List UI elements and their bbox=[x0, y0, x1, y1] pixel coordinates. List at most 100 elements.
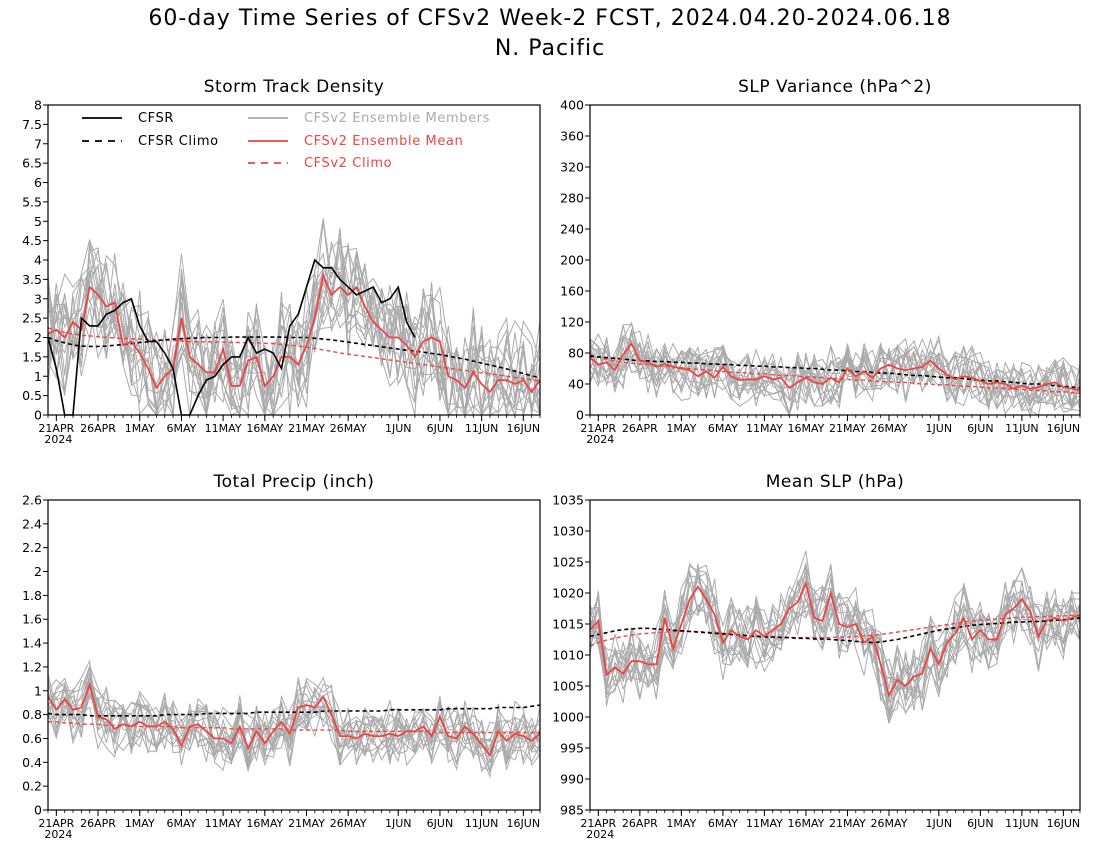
x-tick-label: 26APR bbox=[80, 422, 116, 435]
y-tick-label: 320 bbox=[560, 160, 584, 175]
x-tick-label: 1JUN bbox=[926, 817, 953, 830]
x-tick-label: 21MAY bbox=[288, 817, 325, 830]
legend: CFSR CFSR Climo CFSv2 Ensemble Members CFSv… bbox=[82, 111, 490, 171]
x-tick-label: 16JUN bbox=[507, 817, 541, 830]
x-tick-label: 11JUN bbox=[1005, 817, 1039, 830]
y-tick-label: 280 bbox=[560, 191, 584, 206]
series-cfsv2-climo bbox=[589, 614, 1080, 647]
ensemble-members bbox=[47, 659, 541, 779]
x-tick-label: 26APR bbox=[80, 817, 116, 830]
x-tick-label: 26APR bbox=[622, 817, 658, 830]
x-tick-label: 16MAY bbox=[246, 422, 283, 435]
y-tick-label: 1035 bbox=[552, 493, 584, 508]
x-tick-label: 21APR bbox=[580, 817, 616, 830]
ensemble-member-line bbox=[47, 241, 541, 417]
x-year-label: 2024 bbox=[44, 433, 72, 446]
y-tick-label: 0.6 bbox=[22, 731, 42, 746]
y-tick-label: 0.5 bbox=[22, 388, 42, 403]
x-tick-label: 6JUN bbox=[427, 817, 454, 830]
y-tick-label: 400 bbox=[560, 98, 584, 113]
series-cfsr-climo bbox=[47, 704, 541, 717]
y-tick-label: 4 bbox=[34, 253, 42, 268]
y-tick-label: 40 bbox=[568, 377, 584, 392]
x-tick-label: 6JUN bbox=[427, 422, 454, 435]
y-tick-label: 1.2 bbox=[22, 659, 42, 674]
y-tick-label: 0.2 bbox=[22, 779, 42, 794]
y-tick-label: 1 bbox=[34, 369, 42, 384]
series-cfsv2-ensemble-mean bbox=[47, 681, 541, 758]
x-tick-label: 11MAY bbox=[205, 817, 242, 830]
x-tick-label: 16JUN bbox=[1047, 817, 1081, 830]
x-tick-label: 6MAY bbox=[166, 422, 196, 435]
y-tick-label: 0 bbox=[34, 803, 42, 818]
series-cfsr-climo bbox=[589, 617, 1081, 644]
series-cfsv2-climo bbox=[47, 327, 541, 382]
y-tick-label: 80 bbox=[568, 346, 584, 361]
ensemble-members bbox=[589, 550, 1081, 724]
y-tick-label: 1.6 bbox=[22, 612, 42, 627]
y-tick-label: 1.8 bbox=[22, 588, 42, 603]
x-tick-label: 1MAY bbox=[125, 817, 155, 830]
x-tick-label: 11JUN bbox=[465, 817, 499, 830]
y-tick-label: 1 bbox=[34, 683, 42, 698]
series-cfsv2-climo bbox=[48, 721, 540, 734]
x-tick-label: 26MAY bbox=[330, 817, 367, 830]
y-tick-label: 1.5 bbox=[22, 349, 42, 364]
panel-title: Storm Track Density bbox=[204, 77, 385, 97]
y-tick-label: 1.4 bbox=[22, 636, 42, 651]
x-tick-label: 11MAY bbox=[746, 817, 783, 830]
y-tick-label: 3 bbox=[34, 291, 42, 306]
x-tick-label: 1JUN bbox=[385, 817, 412, 830]
legend-label-cfsr-climo: CFSR Climo bbox=[138, 134, 219, 149]
legend-label-members: CFSv2 Ensemble Members bbox=[304, 111, 490, 126]
panel-3: Mean SLP (hPa) 985 990 995 1000 1005 1010 1015 1… bbox=[552, 472, 1081, 841]
x-tick-label: 1JUN bbox=[385, 422, 412, 435]
ensemble-member-line bbox=[47, 677, 541, 773]
x-tick-label: 6MAY bbox=[708, 422, 738, 435]
ensemble-member-line bbox=[47, 229, 541, 416]
series-cfsv2-ensemble-mean bbox=[589, 580, 1081, 698]
ensemble-member-line bbox=[589, 325, 1081, 416]
ensemble-member-line bbox=[47, 249, 541, 417]
y-tick-label: 4.5 bbox=[22, 233, 42, 248]
ensemble-member-line bbox=[589, 579, 1081, 723]
x-tick-label: 16MAY bbox=[246, 817, 283, 830]
y-tick-label: 1015 bbox=[552, 617, 584, 632]
y-tick-label: 0.8 bbox=[22, 707, 42, 722]
x-tick-label: 16MAY bbox=[787, 422, 824, 435]
page-title: 60-day Time Series of CFSv2 Week-2 FCST,… bbox=[148, 6, 952, 31]
x-tick-label: 26MAY bbox=[871, 817, 908, 830]
x-tick-label: 21APR bbox=[38, 817, 74, 830]
y-tick-label: 0 bbox=[576, 408, 584, 423]
y-tick-label: 995 bbox=[560, 741, 584, 756]
y-tick-label: 2.2 bbox=[22, 540, 42, 555]
x-year-label: 2024 bbox=[44, 828, 72, 841]
panel-2: Total Precip (inch) 0 0.2 0.4 0.6 0.8 1 1.2 1.4 1… bbox=[22, 472, 541, 841]
panel-title: SLP Variance (hPa^2) bbox=[738, 77, 932, 97]
x-tick-label: 11JUN bbox=[465, 422, 499, 435]
y-tick-label: 1030 bbox=[552, 524, 584, 539]
ensemble-member-line bbox=[589, 323, 1081, 410]
ensemble-member-line bbox=[589, 332, 1081, 416]
y-tick-label: 5.5 bbox=[22, 194, 42, 209]
y-tick-label: 2.4 bbox=[22, 516, 42, 531]
ensemble-members bbox=[589, 321, 1081, 417]
y-tick-label: 6.5 bbox=[22, 156, 42, 171]
y-tick-label: 2.6 bbox=[22, 493, 42, 508]
panel-title: Mean SLP (hPa) bbox=[766, 472, 905, 492]
series-cfsr-climo bbox=[589, 355, 1081, 389]
y-tick-label: 1000 bbox=[552, 710, 584, 725]
x-tick-label: 11MAY bbox=[746, 422, 783, 435]
x-tick-label: 6MAY bbox=[708, 817, 738, 830]
x-tick-label: 16MAY bbox=[787, 817, 824, 830]
y-tick-label: 6 bbox=[34, 175, 42, 190]
x-tick-label: 16JUN bbox=[1047, 422, 1081, 435]
y-tick-label: 2 bbox=[34, 564, 42, 579]
y-tick-label: 120 bbox=[560, 315, 584, 330]
y-tick-label: 0 bbox=[34, 408, 42, 423]
ensemble-member-line bbox=[47, 227, 541, 417]
series-cfsr bbox=[47, 258, 416, 416]
y-tick-label: 1010 bbox=[552, 648, 584, 663]
x-tick-label: 21MAY bbox=[288, 422, 325, 435]
